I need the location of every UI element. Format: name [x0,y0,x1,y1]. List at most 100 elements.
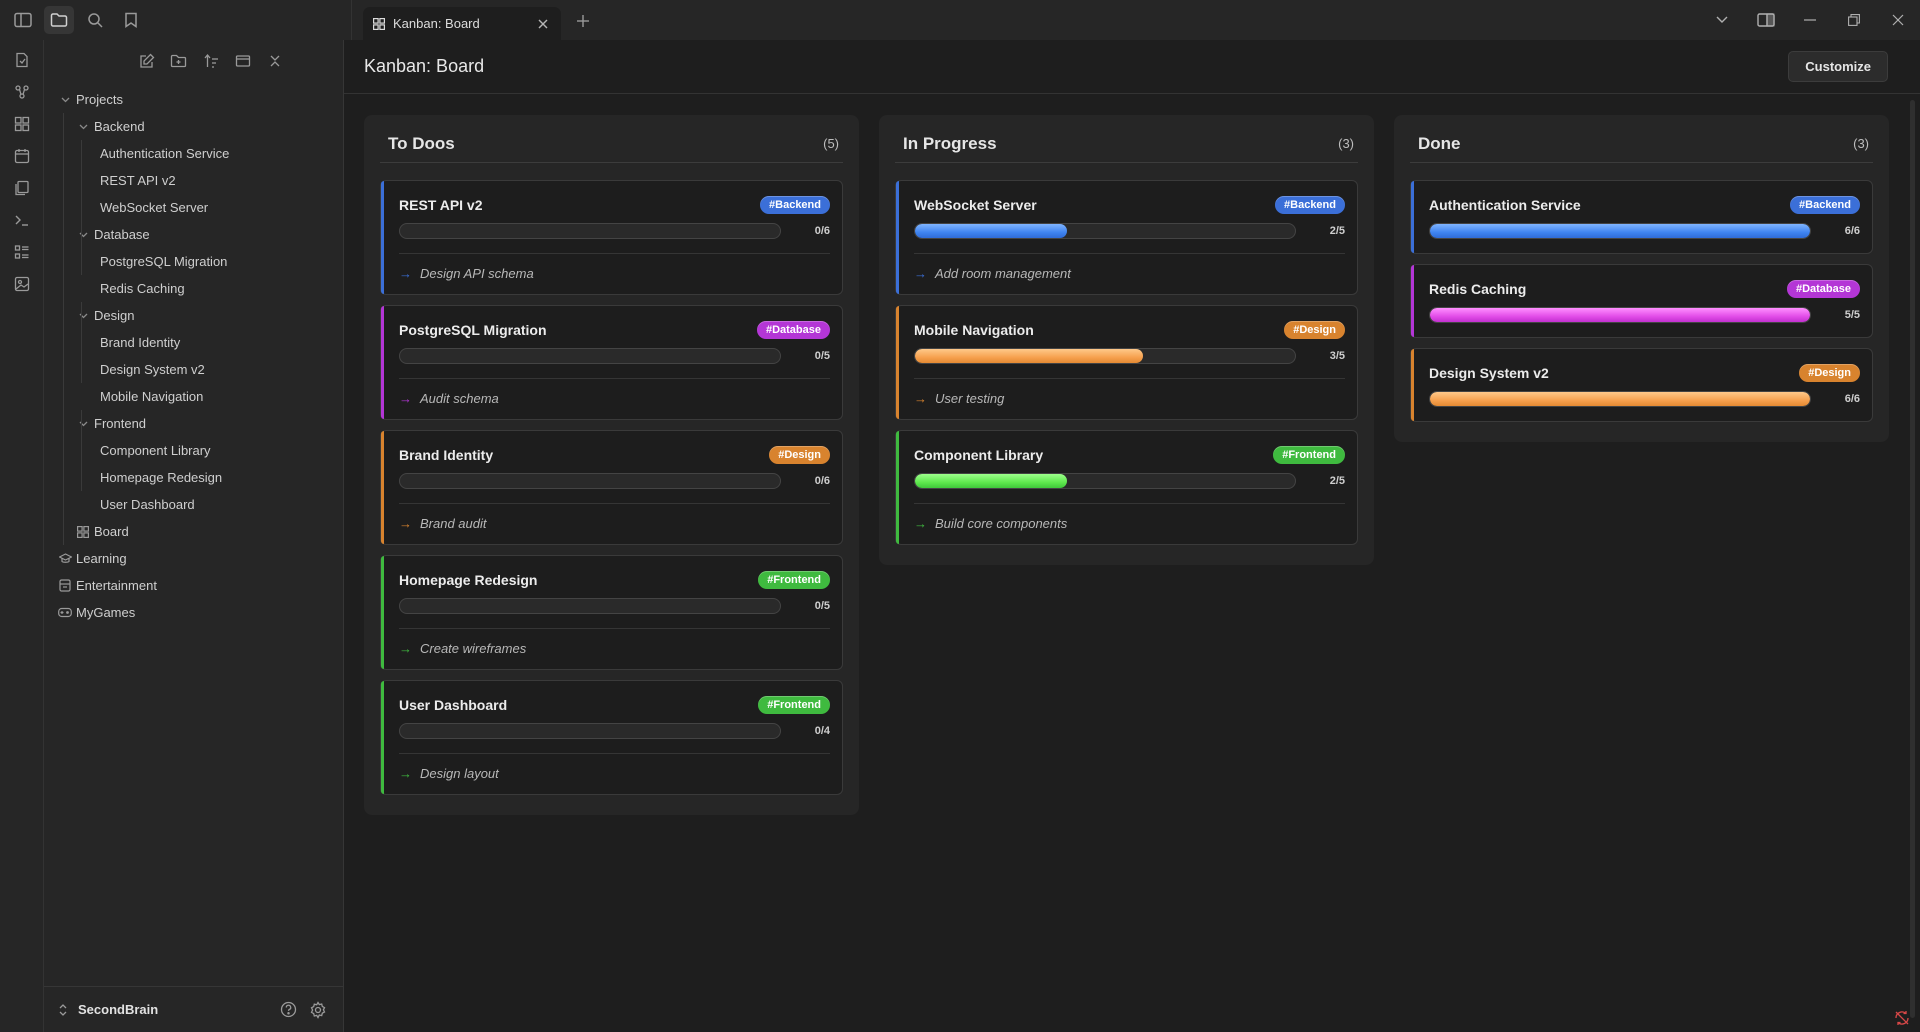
tree-item[interactable]: Mobile Navigation [44,383,343,410]
kanban-card[interactable]: Redis Caching #Database 5/5 [1410,264,1873,338]
chevron-down-icon[interactable] [76,309,90,323]
tag-badge[interactable]: #Design [1284,321,1345,339]
tree-item[interactable]: WebSocket Server [44,194,343,221]
tree-item[interactable]: Board [44,518,343,545]
tree-item[interactable]: MyGames [44,599,343,626]
files-folder-icon[interactable] [44,6,74,34]
templates-icon[interactable] [7,176,37,200]
terminal-icon[interactable] [7,208,37,232]
chevron-down-icon[interactable] [76,417,90,431]
next-task[interactable]: → Build core components [914,514,1345,532]
new-tab-icon[interactable] [572,10,594,32]
next-task-label: Create wireframes [420,640,527,656]
kanban-card[interactable]: REST API v2 #Backend 0/6 → Design API schema [380,180,843,295]
tree-item[interactable]: Entertainment [44,572,343,599]
column-title: In Progress [903,133,997,153]
card-title[interactable]: Component Library [914,447,1044,463]
tag-badge[interactable]: #Frontend [758,696,830,714]
card-title[interactable]: User Dashboard [399,697,508,713]
kanban-card[interactable]: Mobile Navigation #Design 3/5 → User testing [895,305,1358,420]
tree-item[interactable]: Projects [44,86,343,113]
sync-status-icon[interactable] [1894,1010,1910,1026]
tag-badge[interactable]: #Design [769,446,830,464]
chevron-down-icon[interactable] [76,228,90,242]
tag-badge[interactable]: #Database [756,321,830,339]
tree-item[interactable]: REST API v2 [44,167,343,194]
kanban-card[interactable]: Component Library #Frontend 2/5 → Build core… [895,430,1358,545]
tree-item[interactable]: Design [44,302,343,329]
arrow-right-icon: → [914,390,927,406]
tree-item[interactable]: Component Library [44,437,343,464]
tag-badge[interactable]: #Frontend [758,571,830,589]
tree-item[interactable]: Redis Caching [44,275,343,302]
card-title[interactable]: PostgreSQL Migration [399,322,547,338]
tree-item[interactable]: PostgreSQL Migration [44,248,343,275]
restore-icon[interactable] [1832,0,1876,40]
kanban-card[interactable]: PostgreSQL Migration #Database 0/5 → Audit s… [380,305,843,420]
card-title[interactable]: REST API v2 [399,197,483,213]
tab-kanban-board[interactable]: Kanban: Board [363,7,561,40]
tag-badge[interactable]: #Database [1786,280,1860,298]
graph-view-icon[interactable] [7,80,37,104]
kanban-card[interactable]: Design System v2 #Design 6/6 [1410,348,1873,422]
next-task[interactable]: → User testing [914,389,1345,407]
tag-badge[interactable]: #Backend [760,196,830,214]
chevron-down-icon[interactable] [58,93,72,107]
kanban-card[interactable]: Authentication Service #Backend 6/6 [1410,180,1873,254]
tree-item[interactable]: User Dashboard [44,491,343,518]
open-quick-switcher-icon[interactable] [7,48,37,72]
customize-button[interactable]: Customize [1788,51,1888,82]
minimize-icon[interactable] [1788,0,1832,40]
search-icon[interactable] [80,6,110,34]
tree-item[interactable]: Frontend [44,410,343,437]
kanban-card[interactable]: Brand Identity #Design 0/6 → Brand audit [380,430,843,545]
tag-badge[interactable]: #Frontend [1273,446,1345,464]
auto-reveal-icon[interactable] [232,50,254,72]
close-tab-icon[interactable] [535,16,551,32]
card-title[interactable]: Redis Caching [1429,281,1527,297]
card-title[interactable]: Homepage Redesign [399,572,538,588]
scrollbar[interactable] [1910,100,1915,1018]
tree-item[interactable]: Backend [44,113,343,140]
tree-item[interactable]: Authentication Service [44,140,343,167]
close-window-icon[interactable] [1876,0,1920,40]
tree-item[interactable]: Learning [44,545,343,572]
card-title[interactable]: Authentication Service [1429,197,1581,213]
chevron-down-icon[interactable] [1700,0,1744,40]
bookmark-icon[interactable] [116,6,146,34]
next-task[interactable]: → Design layout [399,764,830,782]
tree-item[interactable]: Homepage Redesign [44,464,343,491]
card-title[interactable]: WebSocket Server [914,197,1037,213]
split-view-icon[interactable] [1744,0,1788,40]
next-task[interactable]: → Design API schema [399,264,830,282]
kanban-card[interactable]: Homepage Redesign #Frontend 0/5 → Create wir… [380,555,843,670]
gear-icon[interactable] [306,998,330,1022]
image-icon[interactable] [7,272,37,296]
next-task[interactable]: → Add room management [914,264,1345,282]
tag-badge[interactable]: #Backend [1275,196,1345,214]
chevron-down-icon[interactable] [76,120,90,134]
calendar-icon[interactable] [7,144,37,168]
tag-badge[interactable]: #Design [1799,364,1860,382]
card-title[interactable]: Brand Identity [399,447,494,463]
card-title[interactable]: Mobile Navigation [914,322,1034,338]
kanban-card[interactable]: WebSocket Server #Backend 2/5 → Add room man… [895,180,1358,295]
collapse-all-icon[interactable] [264,50,286,72]
next-task[interactable]: → Audit schema [399,389,830,407]
card-title[interactable]: Design System v2 [1429,365,1549,381]
next-task[interactable]: → Create wireframes [399,639,830,657]
tree-item[interactable]: Database [44,221,343,248]
tree-item[interactable]: Brand Identity [44,329,343,356]
new-folder-icon[interactable] [168,50,190,72]
next-task[interactable]: → Brand audit [399,514,830,532]
sort-icon[interactable] [200,50,222,72]
vault-switcher[interactable]: SecondBrain [58,1002,270,1017]
new-note-icon[interactable] [136,50,158,72]
tag-badge[interactable]: #Backend [1790,196,1860,214]
list-icon[interactable] [7,240,37,264]
help-icon[interactable] [276,998,300,1022]
toggle-sidebar-icon[interactable] [8,6,38,34]
tree-item[interactable]: Design System v2 [44,356,343,383]
kanban-card[interactable]: User Dashboard #Frontend 0/4 → Design layout [380,680,843,795]
canvas-icon[interactable] [7,112,37,136]
